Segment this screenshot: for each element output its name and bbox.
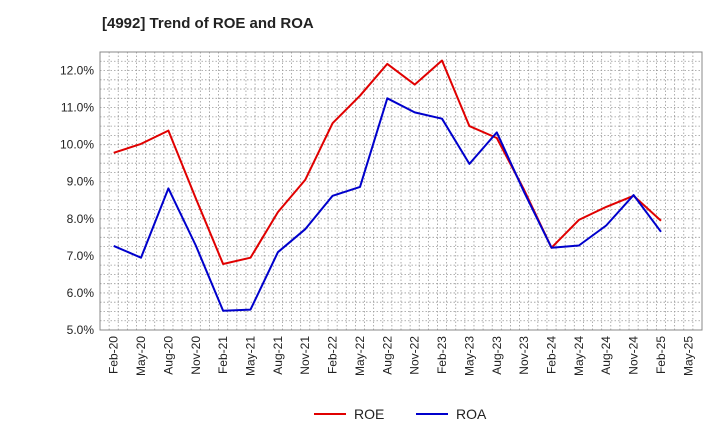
x-tick-label: May-23	[462, 336, 476, 376]
x-tick-label: Feb-22	[326, 336, 340, 374]
x-tick-label: Nov-20	[189, 336, 203, 375]
x-tick-label: Nov-21	[298, 336, 312, 375]
y-tick-label: 11.0%	[61, 101, 94, 115]
legend: ROE ROA	[314, 406, 487, 422]
series-line-roa	[113, 97, 662, 312]
x-tick-label: Aug-24	[599, 336, 613, 375]
x-tick-label: Nov-24	[627, 336, 641, 375]
x-tick-label: Nov-22	[408, 336, 422, 375]
x-tick-label: Feb-25	[654, 336, 668, 374]
y-tick-label: 8.0%	[67, 212, 95, 226]
x-tick-label: Feb-20	[107, 336, 121, 374]
x-tick-label: Feb-21	[216, 336, 230, 374]
x-tick-label: May-21	[244, 336, 258, 376]
x-tick-label: May-22	[353, 336, 367, 376]
y-tick-label: 5.0%	[67, 323, 95, 337]
series-lines	[113, 59, 662, 312]
grid-lines	[100, 52, 702, 330]
x-tick-label: Aug-20	[161, 336, 175, 375]
y-axis-ticks: 5.0% 6.0% 7.0% 8.0% 9.0% 10.0% 11.0% 12.0%	[60, 64, 94, 337]
chart-title: [4992] Trend of ROE and ROA	[102, 15, 314, 32]
y-tick-label: 9.0%	[67, 175, 95, 189]
x-axis-ticks: Feb-20 May-20 Aug-20 Nov-20 Feb-21 May-21 Aug-…	[107, 336, 696, 376]
x-tick-label: Aug-22	[380, 336, 394, 375]
y-tick-label: 7.0%	[67, 249, 95, 263]
x-tick-label: May-24	[572, 336, 586, 376]
x-tick-label: Feb-24	[545, 336, 559, 374]
x-tick-label: Aug-23	[490, 336, 504, 375]
legend-label-roa: ROA	[456, 406, 487, 422]
x-tick-label: May-20	[134, 336, 148, 376]
legend-label-roe: ROE	[354, 406, 384, 422]
series-line-roe	[113, 59, 662, 265]
x-tick-label: Nov-23	[517, 336, 531, 375]
y-tick-label: 12.0%	[60, 64, 94, 78]
x-tick-label: May-25	[681, 336, 695, 376]
y-tick-label: 6.0%	[67, 286, 95, 300]
y-tick-label: 10.0%	[60, 138, 94, 152]
plot-area-frame	[99, 51, 703, 331]
x-tick-label: Aug-21	[271, 336, 285, 375]
x-tick-label: Feb-23	[435, 336, 449, 374]
